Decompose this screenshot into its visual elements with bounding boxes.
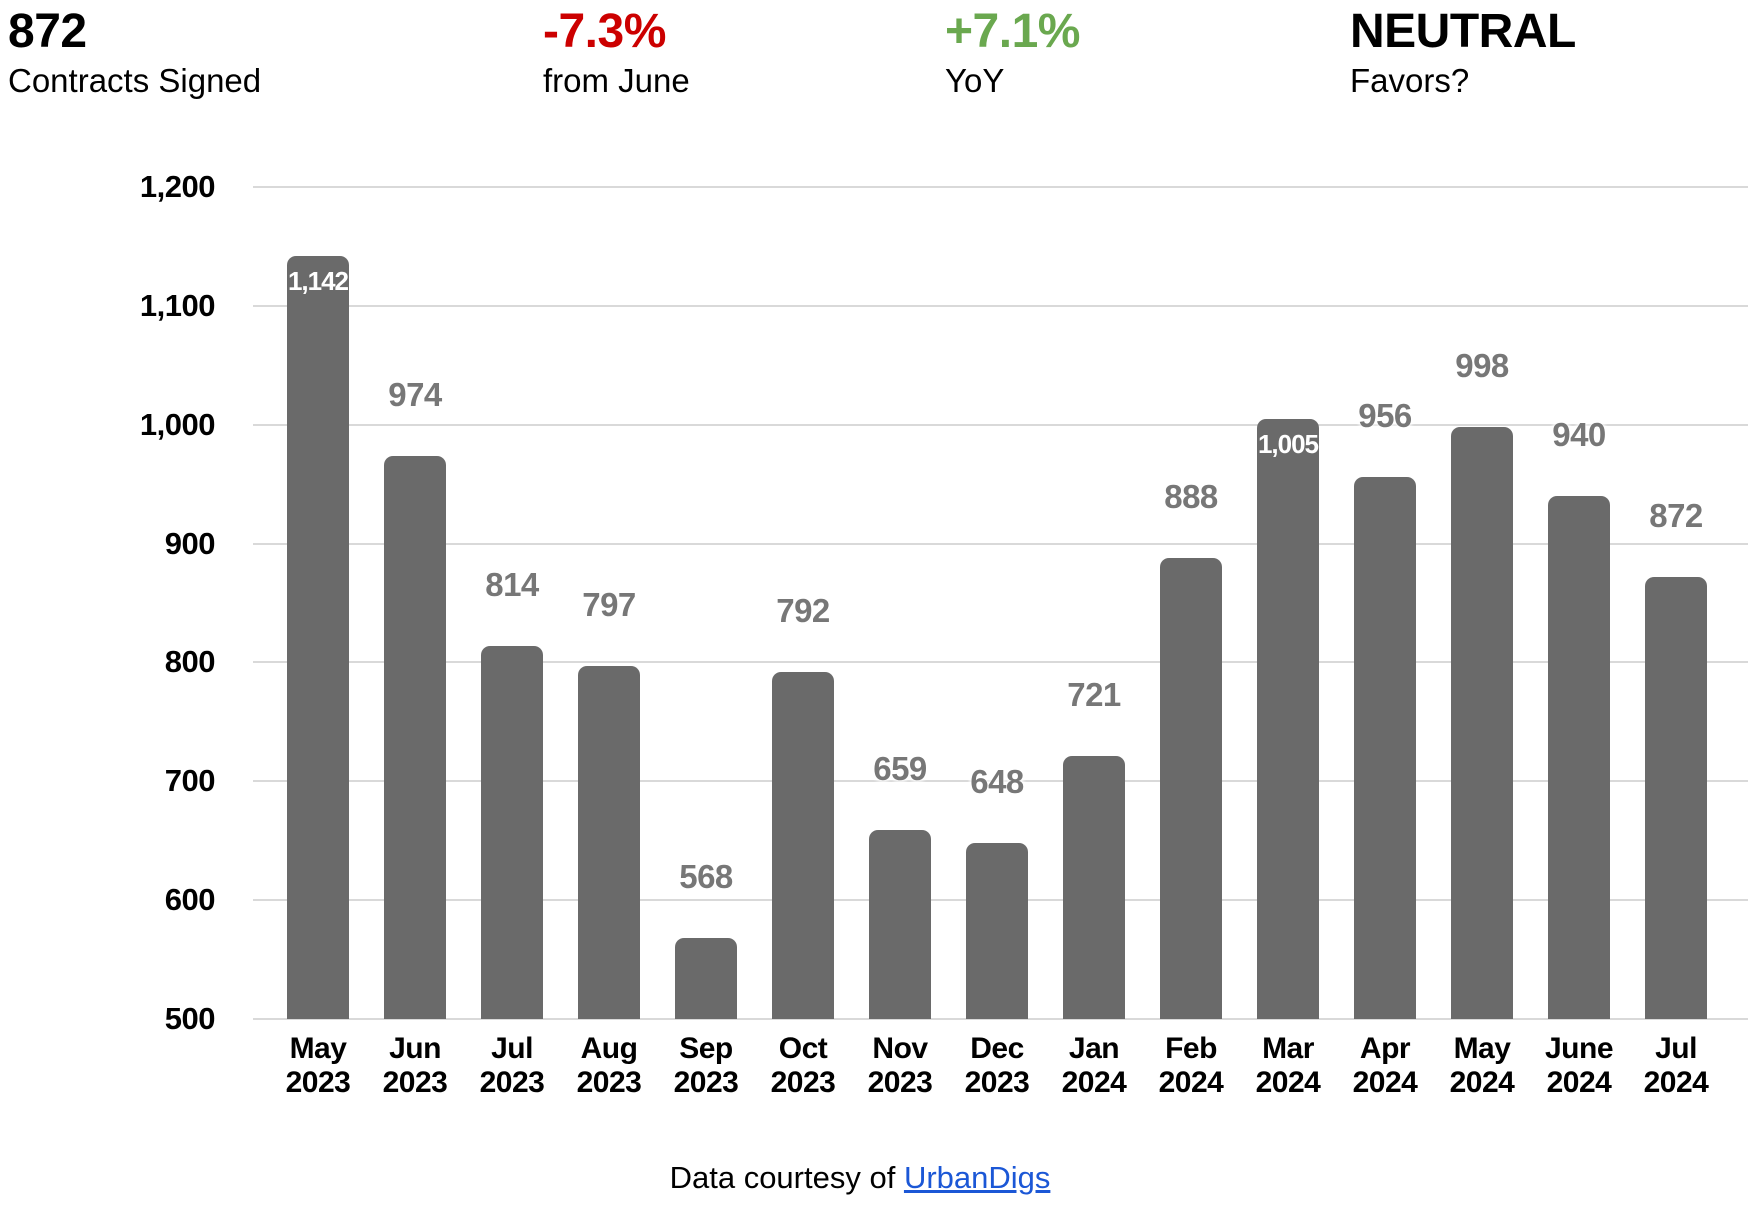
x-tick-jan-2024: Jan 2024 <box>1061 1032 1127 1099</box>
bar-value-june-2024: 940 <box>1552 416 1606 454</box>
x-tick-jun-2023: Jun 2023 <box>382 1032 448 1099</box>
y-tick-1200: 1,200 <box>139 169 216 204</box>
bar-may-2024[interactable] <box>1451 427 1513 1019</box>
stat-year-over-year: +7.1% YoY <box>945 4 1080 102</box>
gridline-1000 <box>253 423 1748 426</box>
bar-value-apr-2024: 956 <box>1358 397 1412 434</box>
x-tick-may-2024: May 2024 <box>1449 1032 1515 1099</box>
bar-value-nov-2023: 659 <box>873 750 927 788</box>
bar-value-may-2023: 1,142 <box>287 265 349 296</box>
stat-value: 872 <box>8 5 87 58</box>
x-tick-jul-2024: Jul 2024 <box>1643 1032 1709 1099</box>
bar-value-feb-2024: 888 <box>1164 477 1218 515</box>
x-tick-mar-2024: Mar 2024 <box>1255 1032 1321 1099</box>
bar-feb-2024[interactable] <box>1160 557 1222 1019</box>
stat-month-over-month: -7.3% from June <box>543 4 690 102</box>
x-tick-apr-2024: Apr 2024 <box>1352 1032 1418 1099</box>
stat-label: YoY <box>945 62 1005 99</box>
bar-value-may-2024: 998 <box>1455 347 1509 385</box>
bar-value-dec-2023: 648 <box>970 763 1024 801</box>
y-tick-1100: 1,100 <box>139 287 216 323</box>
x-tick-sep-2023: Sep 2023 <box>673 1032 739 1099</box>
bar-value-mar-2024: 1,005 <box>1257 428 1319 459</box>
x-tick-may-2023: May 2023 <box>285 1032 351 1099</box>
bar-value-jun-2023: 974 <box>388 375 442 413</box>
attribution-text: Data courtesy of <box>669 1160 896 1195</box>
bar-jul-2023[interactable] <box>481 645 543 1019</box>
bar-value-sep-2023: 568 <box>679 858 733 896</box>
bar-apr-2024[interactable] <box>1354 477 1416 1019</box>
x-tick-feb-2024: Feb 2024 <box>1158 1032 1224 1099</box>
gridline-1100 <box>253 304 1748 307</box>
stat-value: +7.1% <box>945 5 1080 58</box>
bar-june-2024[interactable] <box>1548 496 1610 1019</box>
stat-label: Contracts Signed <box>8 62 262 99</box>
bar-may-2023[interactable] <box>287 255 349 1019</box>
y-tick-1000: 1,000 <box>139 406 216 442</box>
urbandigs-link[interactable]: UrbanDigs <box>903 1160 1051 1195</box>
x-tick-dec-2023: Dec 2023 <box>964 1032 1030 1099</box>
bar-nov-2023[interactable] <box>869 830 931 1019</box>
x-tick-jul-2023: Jul 2023 <box>479 1032 545 1099</box>
gridline-900 <box>253 542 1748 545</box>
stat-label: from June <box>543 62 690 99</box>
bar-sep-2023[interactable] <box>675 938 737 1019</box>
stat-value: NEUTRAL <box>1350 5 1576 58</box>
x-tick-nov-2023: Nov 2023 <box>867 1032 933 1099</box>
stat-contracts-signed: 872 Contracts Signed <box>8 4 261 102</box>
bar-value-jul-2024: 872 <box>1649 496 1703 534</box>
y-tick-800: 800 <box>164 644 216 680</box>
bar-jun-2023[interactable] <box>384 455 446 1019</box>
bar-jan-2024[interactable] <box>1063 756 1125 1019</box>
bar-jul-2024[interactable] <box>1645 576 1707 1019</box>
bar-oct-2023[interactable] <box>772 671 834 1019</box>
stat-label: Favors? <box>1350 62 1470 99</box>
stat-market-favors: NEUTRAL Favors? <box>1350 4 1576 102</box>
stat-value: -7.3% <box>543 5 666 58</box>
x-tick-aug-2023: Aug 2023 <box>576 1032 642 1099</box>
x-tick-oct-2023: Oct 2023 <box>770 1032 836 1099</box>
bar-mar-2024[interactable] <box>1257 418 1319 1019</box>
bar-value-oct-2023: 792 <box>776 591 830 629</box>
gridline-500 <box>253 1018 1748 1020</box>
chart-attribution: Data courtesy of UrbanDigs <box>0 1158 1720 1198</box>
x-tick-june-2024: June 2024 <box>1544 1032 1614 1099</box>
bar-value-jul-2023: 814 <box>485 565 539 603</box>
y-tick-500: 500 <box>164 1001 216 1036</box>
bar-value-aug-2023: 797 <box>582 585 636 623</box>
y-tick-900: 900 <box>164 525 216 561</box>
gridline-700 <box>253 780 1748 783</box>
bar-value-jan-2024: 721 <box>1067 676 1121 714</box>
bar-aug-2023[interactable] <box>578 665 640 1019</box>
y-tick-700: 700 <box>164 763 216 799</box>
bar-dec-2023[interactable] <box>966 843 1028 1019</box>
gridline-1200 <box>253 186 1748 188</box>
gridline-800 <box>253 661 1748 664</box>
y-tick-600: 600 <box>164 882 216 918</box>
